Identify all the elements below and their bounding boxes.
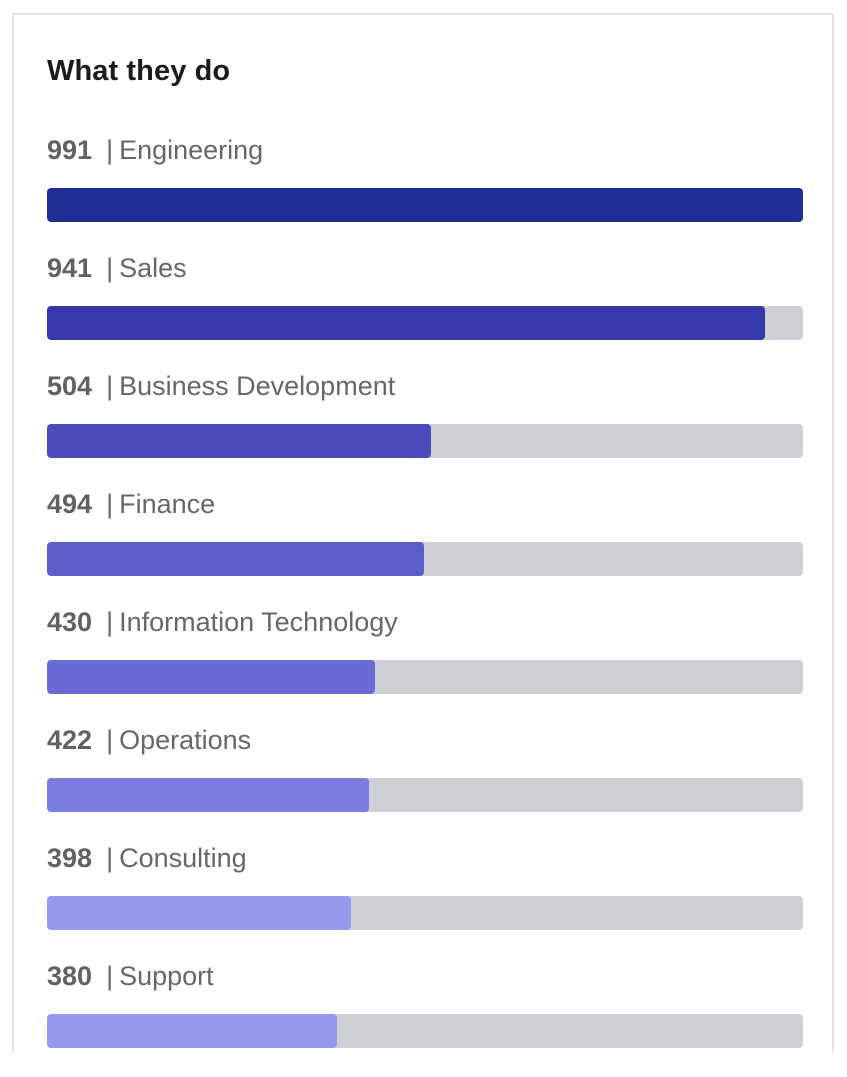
- bar-track: [47, 896, 803, 930]
- bar-fill-operations: [47, 778, 369, 812]
- bar-value-label: 991: [47, 135, 93, 165]
- bar-fill-consulting: [47, 896, 351, 930]
- bar-label: 380 | Support: [47, 959, 214, 993]
- bar-row-consulting: 398 | Consulting: [47, 841, 803, 959]
- bar-category-label: Business Development: [119, 371, 396, 401]
- bar-label-separator: |: [106, 843, 114, 873]
- bar-value-label: 422: [47, 725, 93, 755]
- bar-track: [47, 188, 803, 222]
- card-title: What they do: [47, 55, 231, 87]
- bar-label: 941 | Sales: [47, 251, 187, 285]
- department-bar-list: 991 | Engineering 941 | Sales 504 | Business Dev…: [47, 133, 803, 1077]
- bar-label-separator: |: [106, 371, 114, 401]
- departments-card: What they do 991 | Engineering 941 | Sales 504…: [12, 13, 834, 1053]
- bar-value-label: 494: [47, 489, 93, 519]
- bar-track: [47, 1014, 803, 1048]
- bar-category-label: Information Technology: [119, 607, 398, 637]
- bar-fill-information-technology: [47, 660, 375, 694]
- bar-fill-engineering: [47, 188, 803, 222]
- bar-label: 398 | Consulting: [47, 841, 247, 875]
- bar-category-label: Operations: [119, 725, 252, 755]
- bar-row-engineering: 991 | Engineering: [47, 133, 803, 251]
- bar-row-finance: 494 | Finance: [47, 487, 803, 605]
- bar-label-separator: |: [106, 607, 114, 637]
- bar-label-separator: |: [106, 253, 114, 283]
- bar-track: [47, 424, 803, 458]
- bar-track: [47, 778, 803, 812]
- bar-value-label: 941: [47, 253, 93, 283]
- bar-fill-business-development: [47, 424, 431, 458]
- bar-category-label: Support: [119, 961, 214, 991]
- bar-row-business-development: 504 | Business Development: [47, 369, 803, 487]
- bar-category-label: Engineering: [119, 135, 264, 165]
- bar-label: 504 | Business Development: [47, 369, 395, 403]
- bar-value-label: 430: [47, 607, 93, 637]
- bar-fill-support: [47, 1014, 337, 1048]
- bar-row-information-technology: 430 | Information Technology: [47, 605, 803, 723]
- bar-row-sales: 941 | Sales: [47, 251, 803, 369]
- bar-label-separator: |: [106, 961, 114, 991]
- bar-track: [47, 660, 803, 694]
- bar-track: [47, 306, 803, 340]
- bar-label-separator: |: [106, 489, 114, 519]
- bar-row-operations: 422 | Operations: [47, 723, 803, 841]
- bar-fill-sales: [47, 306, 765, 340]
- bar-value-label: 504: [47, 371, 93, 401]
- bar-label: 422 | Operations: [47, 723, 251, 757]
- bar-value-label: 380: [47, 961, 93, 991]
- bar-label-separator: |: [106, 725, 114, 755]
- bar-value-label: 398: [47, 843, 93, 873]
- bar-label: 430 | Information Technology: [47, 605, 398, 639]
- bar-row-support: 380 | Support: [47, 959, 803, 1077]
- bar-track: [47, 542, 803, 576]
- bar-label: 991 | Engineering: [47, 133, 263, 167]
- bar-category-label: Sales: [119, 253, 187, 283]
- bar-label: 494 | Finance: [47, 487, 215, 521]
- bar-label-separator: |: [106, 135, 114, 165]
- bar-fill-finance: [47, 542, 424, 576]
- bar-category-label: Consulting: [119, 843, 247, 873]
- bar-category-label: Finance: [119, 489, 216, 519]
